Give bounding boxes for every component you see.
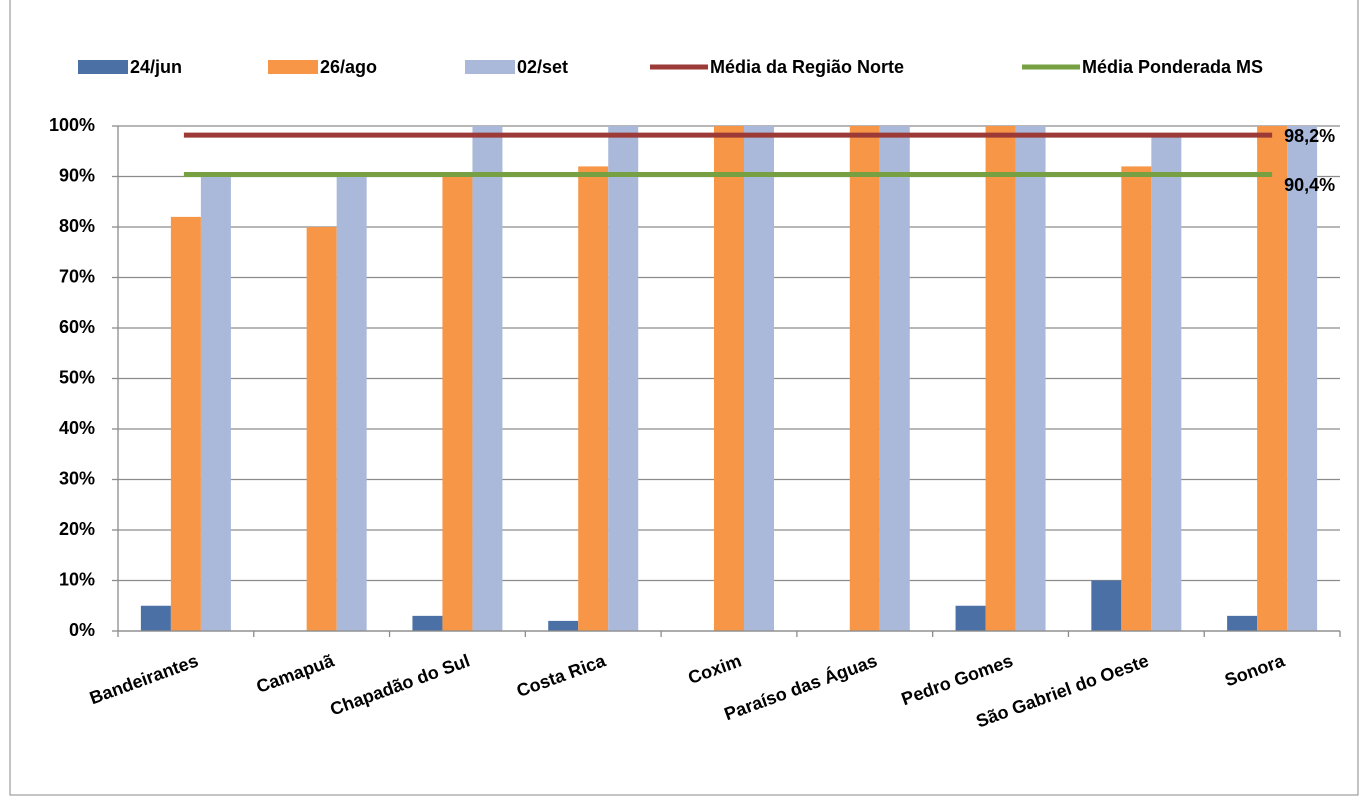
legend-label: 02/set <box>517 57 568 77</box>
y-tick-label: 30% <box>59 468 95 488</box>
y-tick-label: 10% <box>59 569 95 589</box>
bar <box>1121 166 1152 631</box>
legend-swatch <box>268 60 318 74</box>
legend-label: 24/jun <box>130 57 182 77</box>
y-tick-label: 80% <box>59 216 95 236</box>
bar <box>472 126 503 631</box>
bar <box>1091 580 1122 631</box>
reference-label: 90,4% <box>1284 175 1335 195</box>
y-tick-label: 50% <box>59 367 95 387</box>
legend-swatch <box>78 60 128 74</box>
x-tick-label: Bandeirantes <box>87 650 201 708</box>
y-tick-label: 20% <box>59 519 95 539</box>
bar <box>1151 136 1182 631</box>
bar <box>412 615 443 631</box>
bar <box>849 126 880 631</box>
bar <box>879 126 910 631</box>
bar <box>985 126 1016 631</box>
bar <box>548 620 579 631</box>
bar <box>955 605 986 631</box>
x-tick-label: Pedro Gomes <box>899 650 1016 709</box>
y-tick-label: 40% <box>59 418 95 438</box>
chart-border <box>9 0 1359 796</box>
reference-label: 98,2% <box>1284 126 1335 146</box>
bar <box>140 605 171 631</box>
bar <box>714 126 744 631</box>
bar <box>1015 126 1046 631</box>
bar <box>170 216 201 631</box>
x-tick-label: Coxim <box>685 650 744 688</box>
legend-label: 26/ago <box>320 57 377 77</box>
y-tick-label: 90% <box>59 165 95 185</box>
bar <box>336 176 367 631</box>
legend-swatch <box>465 60 515 74</box>
bar <box>442 176 473 631</box>
bar <box>744 126 774 631</box>
x-tick-label: Costa Rica <box>514 650 609 701</box>
legend-label: Média da Região Norte <box>710 57 904 77</box>
bar <box>200 176 231 631</box>
y-tick-label: 0% <box>69 620 95 640</box>
bar <box>608 126 639 631</box>
y-tick-label: 100% <box>49 115 95 135</box>
bar <box>1227 615 1258 631</box>
x-tick-label: Camapuã <box>254 650 338 697</box>
bar <box>1257 126 1288 631</box>
bar <box>306 227 337 631</box>
bar <box>1287 126 1318 631</box>
legend-label: Média Ponderada MS <box>1082 57 1263 77</box>
x-tick-label: Paraíso das Águas <box>721 649 880 724</box>
x-tick-label: Chapadão do Sul <box>327 650 472 719</box>
y-tick-label: 70% <box>59 266 95 286</box>
y-tick-label: 60% <box>59 317 95 337</box>
x-tick-label: Sonora <box>1222 650 1288 690</box>
bar <box>578 166 609 631</box>
